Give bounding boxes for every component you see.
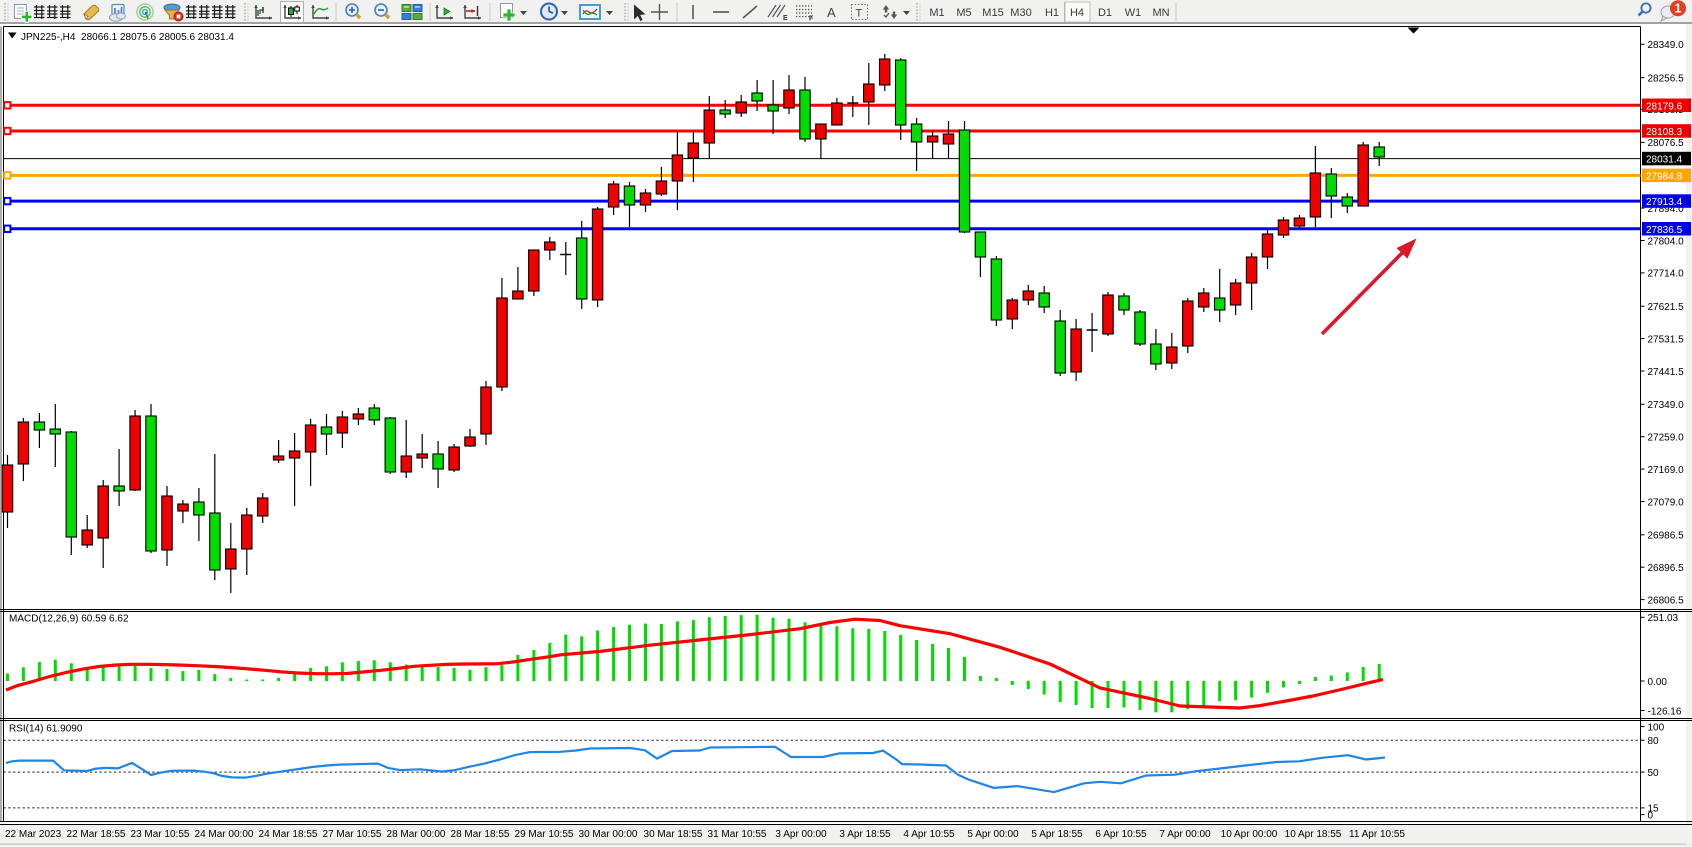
svg-text:31 Mar 10:55: 31 Mar 10:55 [708, 829, 767, 840]
svg-text:10 Apr 00:00: 10 Apr 00:00 [1221, 829, 1278, 840]
svg-text:W1: W1 [1125, 7, 1142, 19]
svg-text:1: 1 [1675, 2, 1682, 16]
svg-text:RSI(14) 61.9090: RSI(14) 61.9090 [9, 724, 83, 735]
svg-text:27836.5: 27836.5 [1646, 225, 1683, 236]
svg-text:27169.0: 27169.0 [1648, 465, 1685, 476]
svg-text:5 Apr 18:55: 5 Apr 18:55 [1031, 829, 1083, 840]
svg-text:26806.5: 26806.5 [1648, 595, 1685, 606]
svg-text:27531.5: 27531.5 [1648, 334, 1685, 345]
svg-text:26986.5: 26986.5 [1648, 531, 1685, 542]
svg-text:27349.0: 27349.0 [1648, 400, 1685, 411]
svg-text:M15: M15 [982, 7, 1003, 19]
svg-text:5 Apr 00:00: 5 Apr 00:00 [967, 829, 1019, 840]
svg-text:M5: M5 [956, 7, 971, 19]
svg-text:27714.0: 27714.0 [1648, 269, 1685, 280]
svg-text:27079.0: 27079.0 [1648, 497, 1685, 508]
svg-text:A: A [827, 5, 836, 20]
svg-text:251.03: 251.03 [1648, 613, 1679, 624]
svg-text:100: 100 [1648, 722, 1665, 733]
svg-text:30 Mar 18:55: 30 Mar 18:55 [644, 829, 703, 840]
svg-text:28 Mar 00:00: 28 Mar 00:00 [387, 829, 446, 840]
svg-text:28179.6: 28179.6 [1646, 101, 1683, 112]
svg-text:27804.0: 27804.0 [1648, 236, 1685, 247]
svg-text:10 Apr 18:55: 10 Apr 18:55 [1285, 829, 1342, 840]
svg-text:30 Mar 00:00: 30 Mar 00:00 [579, 829, 638, 840]
svg-text:0: 0 [1648, 810, 1654, 821]
svg-text:23 Mar 10:55: 23 Mar 10:55 [131, 829, 190, 840]
svg-text:27 Mar 10:55: 27 Mar 10:55 [323, 829, 382, 840]
svg-text:26896.5: 26896.5 [1648, 563, 1685, 574]
svg-text:3 Apr 18:55: 3 Apr 18:55 [839, 829, 891, 840]
svg-text:27441.5: 27441.5 [1648, 367, 1685, 378]
svg-text:28108.3: 28108.3 [1646, 127, 1683, 138]
svg-text:7 Apr 00:00: 7 Apr 00:00 [1159, 829, 1211, 840]
svg-text:6 Apr 10:55: 6 Apr 10:55 [1095, 829, 1147, 840]
svg-text:24 Mar 00:00: 24 Mar 00:00 [195, 829, 254, 840]
svg-text:28256.5: 28256.5 [1648, 73, 1685, 84]
svg-text:29 Mar 10:55: 29 Mar 10:55 [515, 829, 574, 840]
svg-text:15: 15 [1648, 804, 1660, 815]
svg-text:28031.4: 28031.4 [1646, 155, 1683, 166]
svg-text:24 Mar 18:55: 24 Mar 18:55 [259, 829, 318, 840]
svg-text:0.00: 0.00 [1648, 677, 1668, 688]
svg-text:4 Apr 10:55: 4 Apr 10:55 [903, 829, 955, 840]
svg-text:H1: H1 [1045, 7, 1059, 19]
svg-text:27913.4: 27913.4 [1646, 197, 1683, 208]
svg-text:28 Mar 18:55: 28 Mar 18:55 [451, 829, 510, 840]
svg-text:D1: D1 [1098, 7, 1112, 19]
svg-text:3 Apr 00:00: 3 Apr 00:00 [775, 829, 827, 840]
svg-text:11 Apr 10:55: 11 Apr 10:55 [1349, 829, 1405, 840]
svg-text:22 Mar 2023: 22 Mar 2023 [5, 829, 62, 840]
svg-text:-126.16: -126.16 [1648, 706, 1682, 717]
svg-text:MN: MN [1152, 7, 1169, 19]
svg-text:M30: M30 [1010, 7, 1031, 19]
svg-text:JPN225-,H4 28066.1 28075.6 28: JPN225-,H4 28066.1 28075.6 28005.6 28031… [21, 32, 234, 43]
svg-text:28076.5: 28076.5 [1648, 138, 1685, 149]
svg-text:E: E [783, 15, 788, 22]
svg-text:28349.0: 28349.0 [1648, 40, 1685, 51]
svg-text:F: F [809, 16, 814, 23]
svg-text:80: 80 [1648, 736, 1660, 747]
svg-text:27894.0: 27894.0 [1648, 204, 1685, 215]
svg-text:MACD(12,26,9) 60.59 6.62: MACD(12,26,9) 60.59 6.62 [9, 614, 129, 625]
svg-text:27621.5: 27621.5 [1648, 302, 1685, 313]
svg-text:M1: M1 [929, 7, 944, 19]
svg-text:50: 50 [1648, 768, 1660, 779]
svg-text:27984.8: 27984.8 [1646, 171, 1683, 182]
svg-text:22 Mar 18:55: 22 Mar 18:55 [67, 829, 126, 840]
svg-text:27259.0: 27259.0 [1648, 433, 1685, 444]
svg-text:T: T [856, 8, 863, 20]
svg-text:H4: H4 [1070, 7, 1084, 19]
